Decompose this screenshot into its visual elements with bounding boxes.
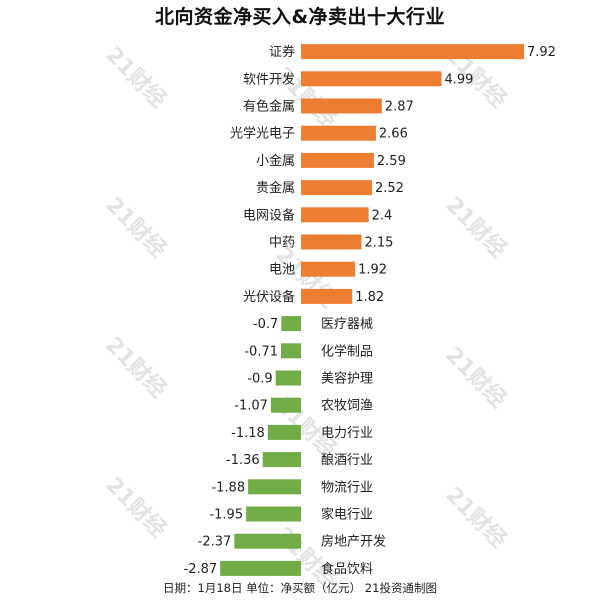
category-label: 软件开发 — [243, 71, 295, 87]
data-label: 1.92 — [358, 263, 387, 278]
data-label: 4.99 — [445, 72, 474, 87]
category-label: 贵金属 — [256, 180, 295, 196]
category-label: 电池 — [269, 263, 295, 278]
category-label: 美容护理 — [321, 371, 373, 387]
data-label: -2.37 — [198, 535, 232, 550]
bar — [262, 452, 301, 468]
category-label: 化学制品 — [321, 343, 373, 359]
data-label: -0.71 — [244, 344, 278, 359]
bar — [301, 71, 442, 87]
category-label: 医疗器械 — [321, 317, 373, 332]
footer-note: 日期：1月18日 单位：净买额（亿元） 21投资通制图 — [163, 581, 437, 595]
data-label: -1.07 — [234, 399, 268, 414]
data-label: -0.9 — [247, 372, 272, 387]
bar — [246, 506, 301, 522]
bar — [220, 560, 301, 576]
category-label: 食品饮料 — [321, 561, 373, 577]
category-label: 小金属 — [256, 153, 295, 169]
bar — [301, 234, 362, 250]
data-label: -1.18 — [231, 426, 265, 441]
bar — [301, 44, 524, 60]
data-label: 2.15 — [365, 236, 394, 251]
bar — [275, 370, 301, 386]
bar — [281, 316, 301, 332]
category-label: 电力行业 — [321, 426, 373, 441]
bar — [248, 479, 301, 495]
bar — [281, 343, 301, 359]
bar — [301, 180, 372, 196]
bar — [301, 152, 374, 168]
data-label: 2.52 — [375, 181, 404, 196]
data-label: -2.87 — [184, 562, 218, 577]
data-label: 2.66 — [379, 127, 408, 142]
category-label: 物流行业 — [321, 480, 373, 495]
data-label: 7.92 — [527, 45, 556, 60]
data-label: 2.59 — [377, 154, 406, 169]
category-label: 酿酒行业 — [321, 452, 373, 468]
data-label: -1.36 — [226, 453, 260, 468]
data-label: 2.87 — [385, 100, 414, 115]
category-label: 中药 — [269, 236, 295, 251]
bar — [234, 533, 301, 549]
bar — [301, 207, 369, 223]
chart-title: 北向资金净买入&净卖出十大行业 — [154, 6, 446, 28]
category-label: 有色金属 — [243, 99, 295, 115]
category-label: 光伏设备 — [243, 289, 295, 305]
bar — [301, 98, 382, 114]
category-label: 证券 — [269, 44, 295, 60]
data-label: 1.82 — [355, 290, 384, 305]
data-label: 2.4 — [372, 208, 393, 223]
bar — [267, 424, 301, 440]
category-label: 农牧饲渔 — [321, 399, 373, 414]
category-label: 电网设备 — [243, 207, 295, 223]
bar — [301, 261, 356, 277]
bar — [270, 397, 301, 413]
bar — [301, 125, 376, 141]
data-label: -1.88 — [211, 480, 245, 495]
data-label: -0.7 — [253, 317, 278, 332]
data-label: -1.95 — [209, 508, 243, 523]
category-label: 光学光电子 — [230, 126, 295, 142]
category-label: 房地产开发 — [321, 534, 386, 550]
bar — [301, 288, 353, 304]
category-label: 家电行业 — [321, 507, 373, 523]
